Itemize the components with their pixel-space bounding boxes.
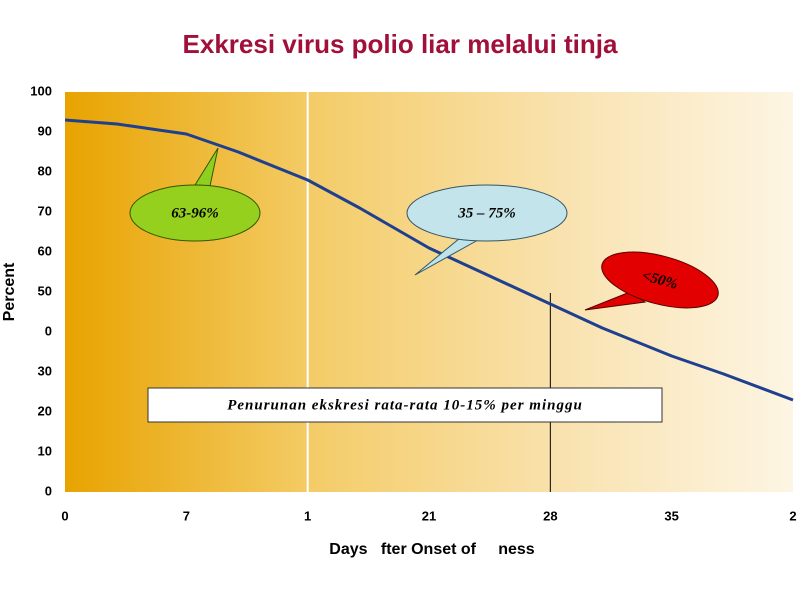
x-tick-label: 35 (664, 508, 678, 523)
y-axis-label: Percent (1, 262, 18, 321)
y-tick-label: 100 (30, 83, 52, 98)
y-tick-label: 0 (45, 483, 52, 498)
y-tick-label: 60 (38, 243, 52, 258)
y-tick-label: 90 (38, 123, 52, 138)
note-box (147, 387, 663, 423)
x-tick-label: 1 (304, 508, 311, 523)
callout (129, 184, 261, 242)
y-tick-label: 80 (38, 163, 52, 178)
x-tick-label: 2 (789, 508, 796, 523)
x-axis-label: Days fter Onset of ness (329, 541, 535, 558)
callout (601, 251, 719, 309)
y-tick-label: 50 (38, 283, 52, 298)
callout-text: 35 – 75% (457, 205, 516, 221)
chart-title: Exkresi virus polio liar melalui tinja (183, 29, 618, 59)
x-tick-label: 21 (422, 508, 436, 523)
y-tick-label: 20 (38, 403, 52, 418)
callout-text: 63-96% (171, 205, 219, 221)
y-tick-label: 30 (38, 363, 52, 378)
x-tick-label: 7 (183, 508, 190, 523)
y-tick-label: 10 (38, 443, 52, 458)
y-tick-label: 0 (45, 323, 52, 338)
x-tick-label: 28 (543, 508, 557, 523)
y-tick-label: 70 (38, 203, 52, 218)
x-tick-label: 0 (61, 508, 68, 523)
line (64, 118, 794, 402)
note-text: Penurunan ekskresi rata-rata 10-15% per … (227, 397, 583, 413)
callout (406, 184, 568, 242)
